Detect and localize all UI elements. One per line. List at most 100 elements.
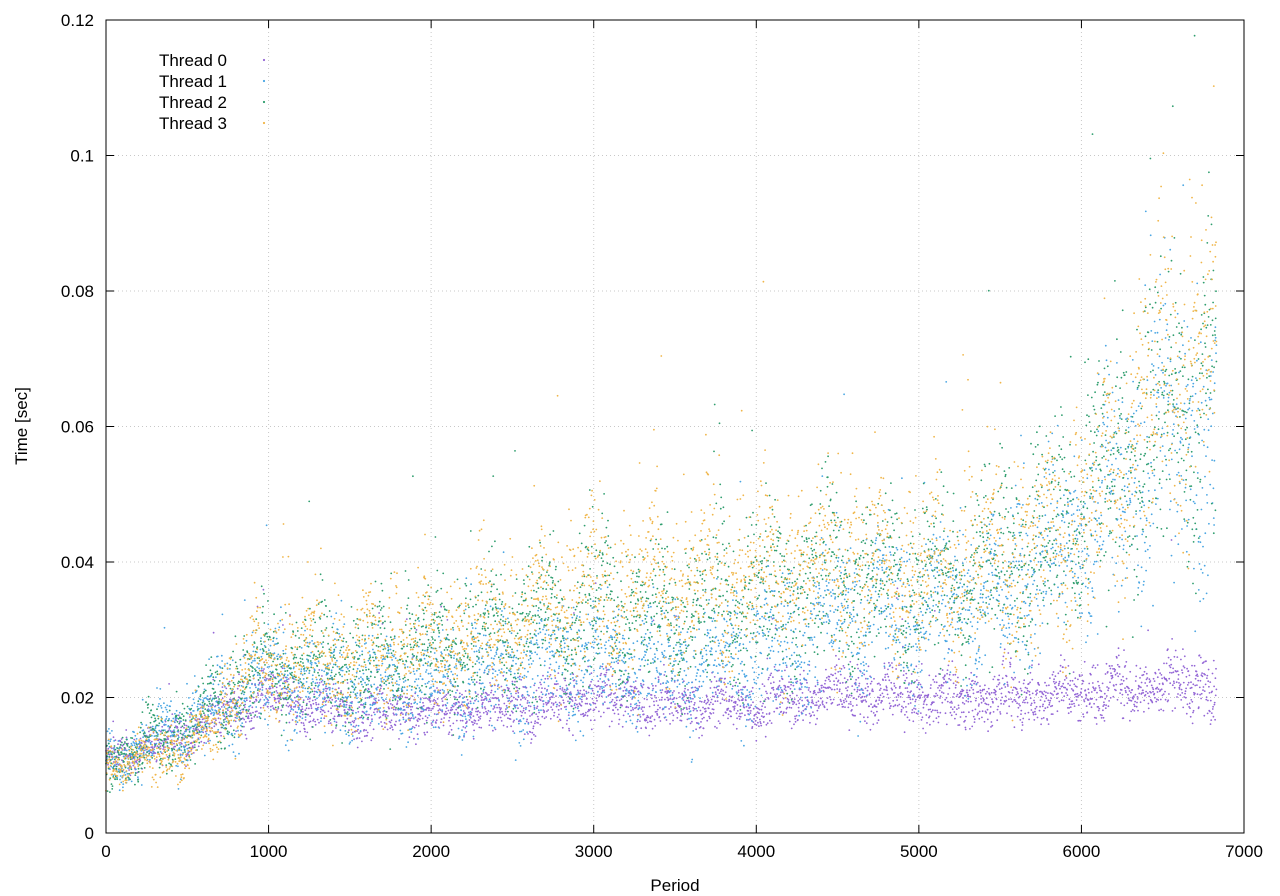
data-point	[760, 724, 763, 727]
data-point	[891, 666, 894, 669]
data-point	[321, 675, 323, 677]
data-point	[154, 727, 157, 730]
data-point	[533, 733, 535, 736]
data-point	[591, 689, 594, 692]
data-point	[1160, 688, 1163, 691]
data-point	[1197, 679, 1200, 682]
data-point	[253, 715, 256, 718]
data-point	[671, 712, 673, 714]
data-point	[612, 628, 615, 631]
data-point	[851, 709, 853, 711]
data-point	[1164, 698, 1167, 701]
data-point	[973, 721, 976, 723]
data-point	[987, 687, 990, 690]
data-point	[891, 662, 893, 664]
data-point	[359, 694, 362, 697]
data-point	[1178, 688, 1181, 690]
data-point	[617, 713, 620, 715]
data-point	[1179, 683, 1182, 686]
data-point	[655, 696, 657, 699]
data-point	[502, 615, 505, 618]
data-point	[1181, 671, 1184, 674]
data-point	[895, 696, 898, 698]
data-point	[515, 718, 518, 720]
data-point	[463, 734, 465, 737]
data-point	[589, 704, 592, 706]
data-point	[726, 709, 729, 711]
data-point	[540, 696, 543, 699]
data-point	[897, 694, 900, 697]
data-point	[547, 692, 550, 695]
data-point	[329, 674, 332, 677]
data-point	[763, 685, 766, 687]
data-point	[453, 654, 456, 657]
data-point	[260, 655, 263, 658]
data-point	[539, 681, 541, 684]
data-point	[179, 754, 182, 756]
data-point	[608, 725, 611, 728]
data-point	[440, 651, 443, 653]
data-point	[474, 699, 476, 702]
data-point	[934, 709, 936, 712]
data-point	[884, 673, 887, 676]
data-point	[622, 714, 625, 717]
data-point	[788, 706, 791, 709]
data-point	[443, 666, 446, 669]
data-point	[542, 705, 545, 708]
data-point	[217, 683, 220, 686]
data-point	[1133, 703, 1135, 706]
data-point	[929, 708, 932, 711]
data-point	[600, 695, 603, 698]
data-point	[309, 715, 312, 718]
data-point	[443, 690, 445, 692]
data-point	[1189, 715, 1192, 718]
data-point	[244, 703, 247, 706]
data-point	[570, 628, 573, 631]
data-point	[269, 644, 272, 647]
data-point	[695, 728, 697, 731]
data-point	[976, 713, 979, 716]
data-point	[301, 674, 304, 676]
data-point	[1095, 717, 1097, 719]
data-point	[1182, 665, 1185, 667]
data-point	[848, 729, 851, 731]
data-point	[862, 689, 864, 691]
data-point	[267, 701, 270, 704]
data-point	[568, 729, 571, 732]
data-point	[489, 664, 491, 667]
data-point	[659, 720, 662, 722]
data-point	[358, 677, 360, 680]
data-point	[1080, 692, 1082, 694]
data-point	[497, 703, 500, 706]
data-point	[801, 692, 804, 694]
data-point	[586, 702, 589, 705]
data-point	[509, 718, 512, 720]
data-point	[516, 704, 518, 707]
data-point	[1002, 660, 1004, 662]
data-point	[531, 731, 534, 734]
data-point	[1169, 658, 1172, 661]
data-point	[861, 695, 864, 698]
data-point	[984, 684, 986, 687]
data-point	[295, 700, 297, 702]
data-point	[326, 687, 329, 690]
data-point	[717, 689, 720, 691]
data-point	[379, 687, 382, 690]
data-point	[689, 694, 691, 697]
data-point	[537, 609, 539, 612]
data-point	[568, 717, 571, 720]
data-point	[1024, 712, 1027, 715]
data-point	[520, 679, 523, 681]
data-point	[227, 701, 230, 704]
data-point	[1180, 658, 1182, 661]
data-point	[203, 741, 206, 744]
data-point	[336, 628, 339, 631]
data-point	[434, 726, 437, 729]
data-point	[1214, 718, 1216, 721]
data-point	[256, 716, 259, 718]
data-point	[657, 676, 660, 678]
data-point	[1145, 690, 1147, 693]
data-point	[1026, 689, 1029, 692]
data-point	[107, 763, 109, 766]
data-point	[1136, 701, 1138, 704]
